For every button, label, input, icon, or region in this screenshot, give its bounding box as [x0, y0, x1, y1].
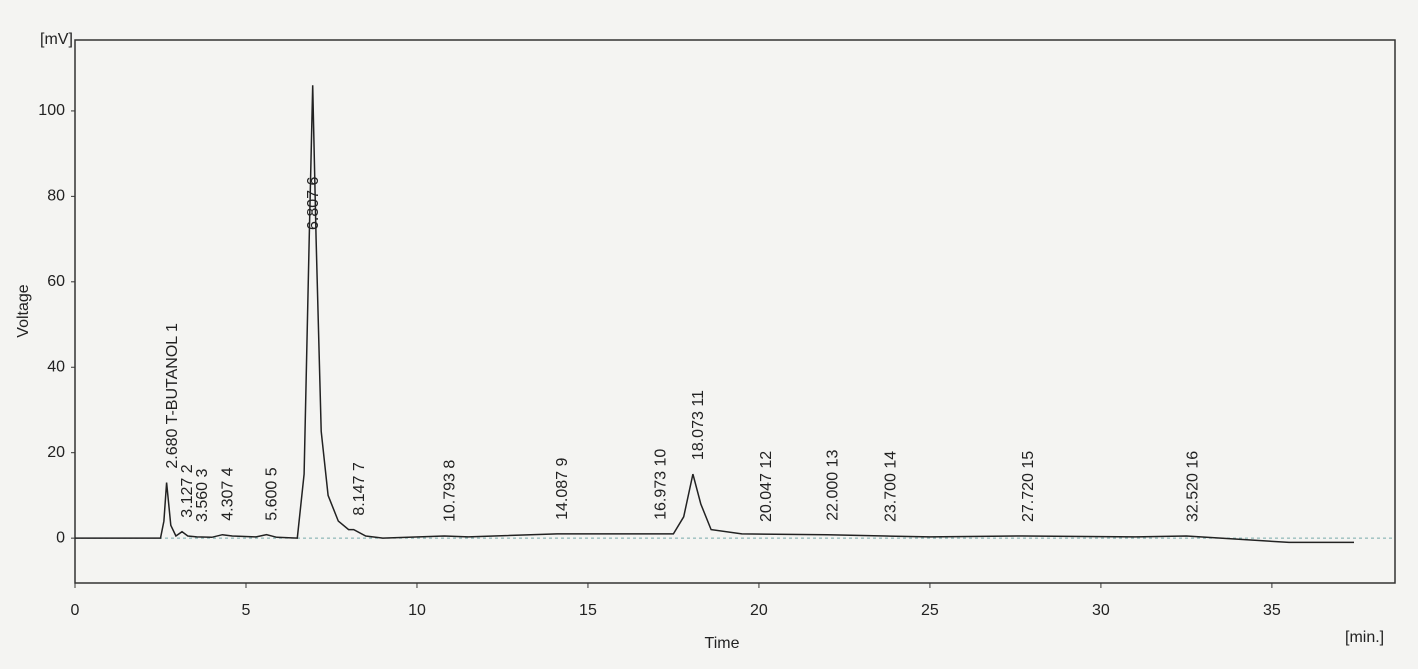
- y-tick-label: 100: [38, 102, 65, 119]
- x-tick-label: 10: [408, 602, 426, 619]
- peak-label: 20.047 12: [758, 451, 775, 522]
- peak-label: 16.973 10: [653, 449, 670, 520]
- plot-frame: [74, 39, 1396, 584]
- peak-label: 8.147 7: [351, 462, 368, 515]
- peak-label: 23.700 14: [883, 451, 900, 522]
- peak-label: 2.680 T-BUTANOL 1: [164, 323, 181, 469]
- peak-label: 4.307 4: [220, 467, 237, 520]
- x-tick-label: 20: [750, 602, 768, 619]
- x-tick-label: 35: [1263, 602, 1281, 619]
- y-tick-label: 80: [47, 188, 65, 205]
- trace: [75, 85, 1354, 544]
- x-tick-label: 5: [242, 602, 251, 619]
- peak-label: 32.520 16: [1184, 451, 1201, 522]
- y-tick-label: 0: [56, 529, 65, 546]
- x-tick-label: 15: [579, 602, 597, 619]
- peak-label: 27.720 15: [1020, 451, 1037, 522]
- peak-label: 3.560 3: [194, 469, 211, 522]
- y-unit: [mV]: [40, 31, 73, 48]
- peak-label: 5.600 5: [264, 467, 281, 520]
- peak-label: 3.127 2: [179, 464, 196, 517]
- x-tick-label: 0: [71, 602, 80, 619]
- y-tick-label: 20: [47, 444, 65, 461]
- x-tick-label: 25: [921, 602, 939, 619]
- peak-label: 10.793 8: [441, 460, 458, 522]
- y-tick-label: 40: [47, 358, 65, 375]
- peak-label: 18.073 11: [690, 390, 707, 460]
- x-axis-label: Time: [705, 635, 740, 652]
- y-tick-label: 60: [47, 273, 65, 290]
- peak-label: 22.000 13: [825, 449, 842, 520]
- y-axis-label: Voltage: [15, 284, 32, 337]
- peak-label: 6.807 6: [305, 177, 322, 230]
- x-tick-label: 30: [1092, 602, 1110, 619]
- x-unit: [min.]: [1345, 629, 1384, 646]
- peak-label: 14.087 9: [554, 457, 571, 519]
